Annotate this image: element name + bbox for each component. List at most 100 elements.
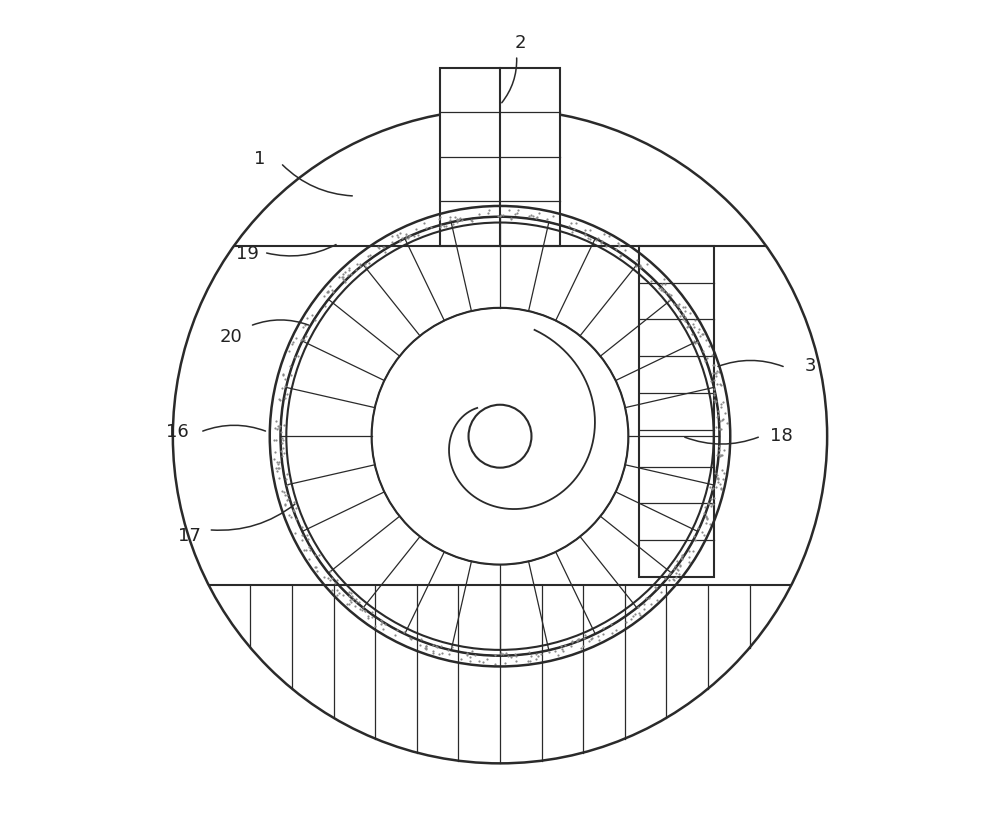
- Point: [320, 285, 336, 298]
- Point: [452, 211, 468, 224]
- Point: [287, 351, 303, 364]
- Point: [447, 210, 463, 224]
- Point: [576, 632, 592, 645]
- Point: [698, 334, 714, 347]
- Point: [425, 646, 441, 659]
- Point: [593, 236, 609, 249]
- Point: [398, 228, 414, 241]
- Point: [282, 359, 298, 372]
- Point: [298, 543, 314, 557]
- Point: [467, 648, 483, 661]
- Point: [495, 209, 511, 222]
- Point: [268, 433, 284, 446]
- Point: [681, 555, 697, 568]
- Point: [561, 219, 577, 233]
- Point: [418, 222, 434, 235]
- Point: [413, 632, 429, 646]
- Point: [715, 396, 731, 409]
- Point: [706, 374, 722, 387]
- Point: [296, 543, 312, 557]
- Point: [392, 226, 408, 239]
- Point: [690, 325, 706, 338]
- Point: [687, 336, 703, 349]
- Point: [666, 573, 682, 587]
- Point: [277, 498, 293, 511]
- Point: [675, 307, 691, 320]
- Point: [529, 210, 545, 224]
- Point: [348, 593, 364, 606]
- Point: [298, 330, 314, 343]
- Point: [697, 500, 713, 514]
- Point: [608, 243, 624, 256]
- Point: [398, 232, 414, 245]
- Point: [436, 219, 452, 232]
- Point: [268, 461, 284, 475]
- Point: [705, 498, 721, 511]
- Point: [463, 213, 479, 226]
- Point: [643, 274, 659, 288]
- Point: [288, 332, 304, 345]
- Point: [596, 227, 612, 240]
- Point: [357, 605, 373, 618]
- Point: [341, 586, 357, 599]
- Text: 1: 1: [254, 150, 266, 168]
- Point: [706, 492, 722, 505]
- Point: [669, 298, 685, 312]
- Point: [331, 586, 347, 599]
- Point: [432, 210, 448, 224]
- Point: [418, 642, 434, 656]
- Point: [390, 231, 406, 244]
- Point: [294, 332, 310, 346]
- Point: [357, 604, 373, 617]
- Point: [275, 367, 291, 381]
- Point: [668, 566, 684, 579]
- Point: [707, 466, 723, 479]
- Point: [604, 627, 620, 640]
- Point: [361, 257, 377, 270]
- Point: [695, 344, 711, 357]
- Point: [364, 611, 380, 624]
- Point: [655, 284, 671, 297]
- Text: 19: 19: [236, 245, 259, 263]
- Point: [702, 518, 718, 531]
- Point: [566, 222, 582, 235]
- Point: [341, 262, 357, 275]
- Point: [545, 209, 561, 223]
- Point: [398, 229, 414, 243]
- Point: [271, 392, 287, 406]
- Point: [525, 209, 541, 223]
- Point: [324, 283, 340, 297]
- Text: 16: 16: [166, 423, 188, 441]
- Point: [438, 219, 454, 233]
- Point: [445, 217, 461, 230]
- Point: [648, 581, 664, 594]
- Point: [337, 266, 353, 279]
- Point: [643, 597, 659, 611]
- Point: [653, 282, 669, 295]
- Point: [276, 486, 292, 499]
- Point: [418, 641, 434, 654]
- Point: [575, 640, 591, 653]
- Point: [277, 380, 293, 393]
- Point: [661, 568, 677, 581]
- Point: [349, 258, 365, 271]
- Point: [459, 647, 475, 660]
- Point: [343, 587, 359, 600]
- Point: [493, 646, 509, 659]
- Point: [286, 504, 302, 518]
- Point: [487, 648, 503, 661]
- Circle shape: [173, 109, 827, 764]
- Point: [362, 248, 378, 262]
- Point: [675, 301, 691, 314]
- Point: [686, 321, 702, 334]
- Point: [389, 623, 405, 637]
- Point: [307, 313, 323, 327]
- Point: [335, 588, 351, 602]
- Point: [339, 597, 355, 611]
- Point: [598, 239, 614, 253]
- Point: [698, 510, 714, 524]
- Point: [287, 526, 303, 539]
- Point: [712, 377, 728, 391]
- Point: [355, 600, 371, 613]
- Point: [267, 421, 283, 435]
